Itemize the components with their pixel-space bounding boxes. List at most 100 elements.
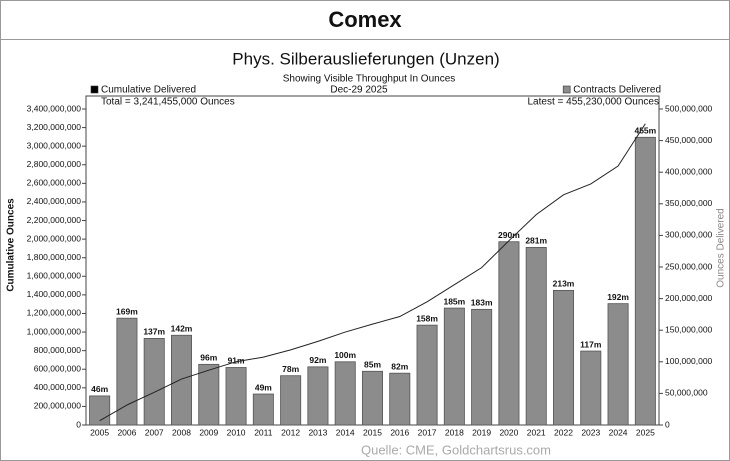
y2-axis-label: Ounces Delivered	[716, 208, 727, 287]
bar	[280, 375, 302, 426]
x-tick-label: 2021	[527, 427, 546, 437]
y-tick-label: 1,800,000,000	[27, 252, 82, 262]
x-tick-label: 2007	[145, 427, 164, 437]
value-label: 281m	[525, 236, 547, 246]
y2-tick-label: 250,000,000	[665, 261, 713, 271]
value-label: 117m	[580, 339, 602, 349]
x-tick-label: 2016	[390, 427, 409, 437]
line	[99, 123, 646, 422]
y2-tick-label: 400,000,000	[665, 166, 713, 176]
value-label: 82m	[391, 361, 408, 371]
y-tick-label: 2,000,000,000	[27, 233, 82, 243]
x-tick-label: 2006	[117, 427, 136, 437]
y-tick-label: 1,200,000,000	[27, 308, 82, 318]
value-label: 169m	[116, 306, 138, 316]
x-tick-label: 2012	[281, 427, 300, 437]
y-tick-label: 1,000,000,000	[27, 326, 82, 336]
bar	[389, 372, 411, 426]
x-tick-label: 2023	[581, 427, 600, 437]
bar	[171, 334, 192, 426]
y-tick-label: 1,600,000,000	[27, 271, 82, 281]
header-title: Comex	[1, 1, 729, 40]
x-tick-label: 2009	[199, 427, 218, 437]
y2-tick-label: 350,000,000	[665, 198, 713, 208]
y-tick-label: 0	[76, 419, 81, 429]
bar	[362, 370, 383, 426]
value-label: 192m	[607, 292, 629, 302]
value-label: 455m	[634, 126, 656, 136]
bar	[334, 361, 356, 426]
x-tick-label: 2020	[499, 427, 518, 437]
value-label: 142m	[171, 324, 193, 334]
y2-tick-label: 500,000,000	[665, 103, 713, 113]
y-axis-label: Cumulative Ounces	[6, 198, 17, 292]
y-tick-label: 2,200,000,000	[27, 215, 82, 225]
bar	[225, 367, 247, 426]
value-label: 183m	[471, 298, 493, 308]
x-tick-label: 2005	[90, 427, 109, 437]
value-label: 96m	[200, 353, 217, 363]
y-tick-label: 2,800,000,000	[27, 159, 82, 169]
value-label: 85m	[364, 360, 381, 370]
legend-swatch	[562, 85, 571, 94]
x-tick-label: 2022	[554, 427, 573, 437]
legend-label: Contracts Delivered	[573, 85, 661, 96]
chart-subtitle: Showing Visible Throughput In Ounces	[283, 74, 456, 85]
x-tick-label: 2024	[609, 427, 628, 437]
bar	[553, 289, 574, 426]
chart-title: Phys. Silberauslieferungen (Unzen)	[232, 49, 499, 68]
x-tick-label: 2019	[472, 427, 491, 437]
bar	[498, 241, 520, 426]
y-tick-label: 800,000,000	[34, 345, 82, 355]
y2-tick-label: 450,000,000	[665, 135, 713, 145]
x-tick-label: 2013	[308, 427, 327, 437]
value-label: 213m	[553, 279, 575, 289]
value-label: 78m	[282, 364, 299, 374]
bar	[580, 350, 602, 426]
x-tick-label: 2025	[636, 427, 655, 437]
value-label: 158m	[416, 313, 438, 323]
x-tick-label: 2017	[418, 427, 437, 437]
bar	[307, 366, 329, 426]
x-tick-label: 2018	[445, 427, 464, 437]
y-tick-label: 3,200,000,000	[27, 122, 82, 132]
y-tick-label: 3,000,000,000	[27, 140, 82, 150]
y-tick-label: 3,400,000,000	[27, 103, 82, 113]
bar	[252, 393, 274, 426]
y-tick-label: 400,000,000	[34, 382, 82, 392]
y-tick-label: 2,400,000,000	[27, 196, 82, 206]
bar	[198, 363, 220, 426]
x-tick-label: 2008	[172, 427, 191, 437]
legend-note: Total = 3,241,455,000 Ounces	[101, 97, 235, 108]
bar	[143, 338, 165, 426]
bar	[416, 324, 438, 426]
y-tick-label: 1,400,000,000	[27, 289, 82, 299]
x-tick-label: 2011	[254, 427, 273, 437]
y-tick-label: 2,600,000,000	[27, 178, 82, 188]
value-label: 137m	[143, 327, 165, 337]
y2-tick-label: 0	[665, 419, 670, 429]
bar	[634, 136, 656, 426]
bar	[525, 247, 547, 426]
bar	[443, 307, 465, 426]
y2-tick-label: 50,000,000	[665, 388, 708, 398]
y2-tick-label: 300,000,000	[665, 230, 713, 240]
y2-tick-label: 150,000,000	[665, 324, 713, 334]
y-tick-label: 200,000,000	[34, 401, 82, 411]
source: Quelle: CME, Goldchartsrus.com	[361, 442, 551, 457]
legend-note: Latest = 455,230,000 Ounces	[528, 97, 660, 108]
value-label: 49m	[255, 382, 272, 392]
chart-date: Dec-29 2025	[330, 85, 388, 96]
x-tick-label: 2014	[336, 427, 355, 437]
y2-tick-label: 100,000,000	[665, 356, 713, 366]
value-label: 290m	[498, 230, 520, 240]
value-label: 91m	[228, 356, 245, 366]
x-tick-label: 2015	[363, 427, 382, 437]
value-label: 92m	[309, 355, 326, 365]
chart: Phys. Silberauslieferungen (Unzen) Showi…	[6, 49, 727, 457]
y2-tick-label: 200,000,000	[665, 293, 713, 303]
value-label: 100m	[334, 350, 356, 360]
legend-swatch	[90, 85, 99, 94]
bar	[116, 317, 138, 426]
